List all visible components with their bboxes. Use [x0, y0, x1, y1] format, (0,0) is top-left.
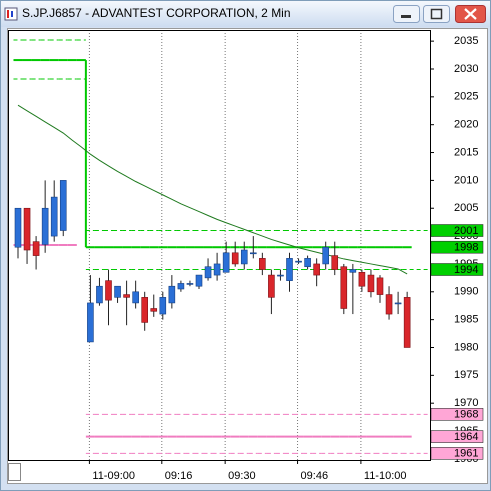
price-marker-label: 1961 [454, 448, 478, 460]
candle-body [159, 297, 167, 315]
y-tick-label: 2020 [454, 119, 478, 131]
candle-body [358, 271, 366, 287]
candle-body [222, 252, 230, 273]
candle-body [150, 308, 158, 312]
candle-body [322, 246, 330, 265]
y-tick-label: 2010 [454, 174, 478, 186]
candle-body [41, 207, 49, 245]
candle-body [259, 258, 266, 270]
candle-body [304, 258, 311, 268]
x-tick-label: 09:16 [165, 470, 193, 482]
candle-body [50, 196, 58, 237]
window-title: S.JP.J6857 - ADVANTEST CORPORATION, 2 Mi… [22, 6, 291, 20]
x-tick-label: 09:46 [301, 470, 329, 482]
candle-body [403, 297, 411, 348]
y-tick-label: 1970 [454, 397, 478, 409]
candle-body [195, 274, 203, 287]
y-tick-label: 1980 [454, 341, 478, 353]
candle-body [32, 241, 40, 256]
scroll-thumb[interactable] [8, 463, 21, 481]
candle-body [349, 269, 357, 273]
x-tick-label: 09:30 [228, 470, 256, 482]
candle-body [23, 207, 31, 251]
price-marker-label: 1964 [454, 431, 478, 443]
candle-body [250, 252, 257, 255]
y-tick-label: 2030 [454, 63, 478, 75]
candle-body [376, 277, 384, 295]
candle-body [268, 274, 275, 298]
price-marker-label: 1968 [454, 409, 478, 421]
moving-average [17, 104, 408, 275]
candle-body [331, 255, 339, 270]
y-tick-label: 2005 [454, 202, 478, 214]
candle-body [132, 291, 139, 304]
y-tick-label: 2015 [454, 146, 478, 158]
candle-body [231, 252, 239, 265]
candle-body [295, 260, 302, 263]
candle-body [114, 285, 121, 298]
minimize-button[interactable] [393, 5, 420, 23]
y-tick-label: 1990 [454, 286, 478, 298]
candle-body [168, 285, 176, 304]
candle-body [14, 207, 22, 248]
candle-body [313, 263, 320, 276]
candle-body [240, 249, 248, 265]
candle-body [286, 258, 293, 281]
candle-body [177, 283, 185, 290]
candle-body [186, 283, 194, 285]
close-button[interactable] [455, 5, 486, 23]
price-marker-label: 1994 [454, 264, 478, 276]
price-marker-label: 2001 [454, 225, 478, 237]
candle-body [141, 297, 148, 323]
candle-body [87, 302, 94, 343]
candle-body [367, 274, 375, 293]
candle-body [394, 302, 402, 305]
y-tick-label: 1975 [454, 369, 478, 381]
candle-body [277, 274, 284, 277]
candle-body [213, 263, 221, 276]
price-marker-label: 1998 [454, 242, 478, 254]
candle-body [340, 266, 348, 309]
window-icon [4, 7, 18, 21]
y-tick-label: 1985 [454, 314, 478, 326]
x-tick-label: 11-09:00 [92, 470, 135, 482]
candle-body [204, 266, 212, 279]
plot-border [8, 30, 431, 461]
maximize-button[interactable] [423, 5, 450, 23]
candle-body [385, 294, 393, 315]
y-tick-label: 2035 [454, 35, 478, 47]
candle-body [123, 294, 130, 298]
candle-body [96, 285, 103, 304]
candle-body [59, 180, 67, 231]
chart-layer: 1960196519701975198019851990199520002005… [13, 30, 484, 482]
candle-body [105, 280, 112, 301]
y-tick-label: 2025 [454, 91, 478, 103]
x-tick-label: 11-10:00 [364, 470, 407, 482]
